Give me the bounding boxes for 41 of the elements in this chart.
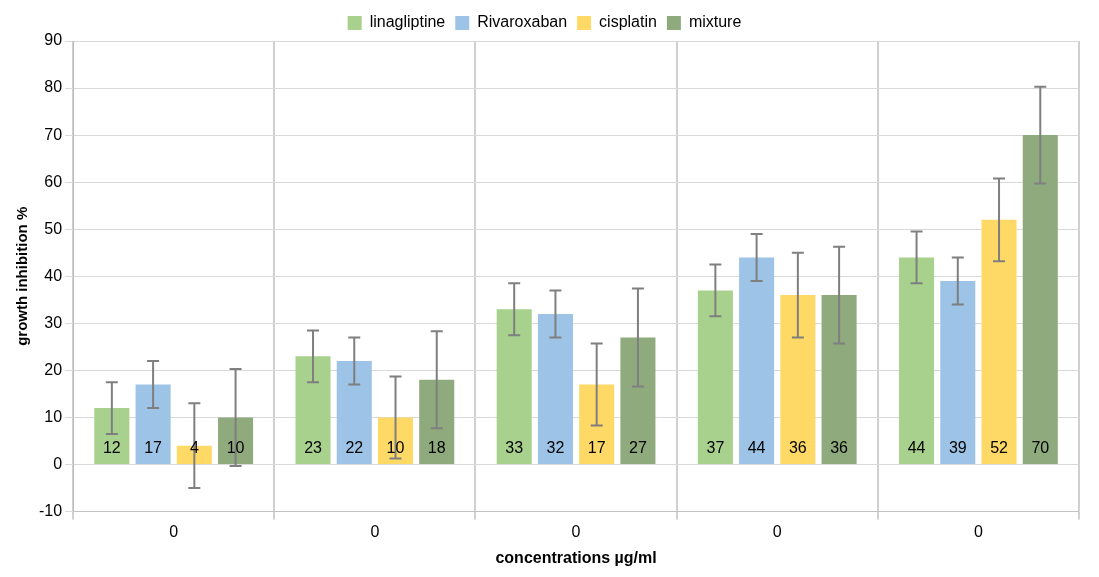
y-tick-label: 70 (44, 125, 63, 143)
data-label: 32 (546, 438, 565, 456)
x-tick-label: 0 (370, 522, 380, 540)
y-tick-label: 90 (44, 31, 63, 49)
y-tick-label: 40 (44, 266, 63, 284)
y-tick-label: 0 (53, 454, 63, 472)
data-label: 33 (505, 438, 524, 456)
data-label: 36 (788, 438, 807, 456)
legend-label: mixture (688, 13, 742, 31)
data-label: 44 (907, 438, 926, 456)
legend-label: cisplatin (599, 13, 657, 31)
y-tick-label: 10 (44, 407, 63, 425)
y-tick-label: 60 (44, 172, 63, 190)
y-tick-label: 20 (44, 360, 63, 378)
data-label: 52 (990, 438, 1009, 456)
data-label: 18 (427, 438, 446, 456)
data-label: 36 (830, 438, 849, 456)
y-tick-label: 80 (44, 78, 63, 96)
y-axis-title: growth inhibition % (13, 206, 31, 346)
legend-label: Rivaroxaban (477, 13, 568, 31)
x-axis-title: concentrations µg/ml (495, 548, 657, 566)
data-label: 17 (587, 438, 606, 456)
x-tick-label: 0 (772, 522, 782, 540)
data-label: 44 (747, 438, 766, 456)
x-tick-label: 0 (571, 522, 581, 540)
y-tick-label: 30 (44, 313, 63, 331)
data-label: 17 (144, 438, 163, 456)
x-tick-label: 0 (169, 522, 179, 540)
y-tick-label: -10 (39, 502, 63, 520)
data-label: 12 (102, 438, 121, 456)
data-label: 39 (948, 438, 967, 456)
data-label: 70 (1031, 438, 1050, 456)
y-tick-label: 50 (44, 219, 63, 237)
data-label: 27 (629, 438, 647, 456)
legend-label: linagliptine (369, 13, 446, 31)
data-label: 22 (345, 438, 364, 456)
data-label: 37 (706, 438, 725, 456)
data-label: 23 (304, 438, 323, 456)
data-label: 10 (386, 438, 405, 456)
x-tick-label: 0 (973, 522, 983, 540)
data-label: 10 (226, 438, 245, 456)
